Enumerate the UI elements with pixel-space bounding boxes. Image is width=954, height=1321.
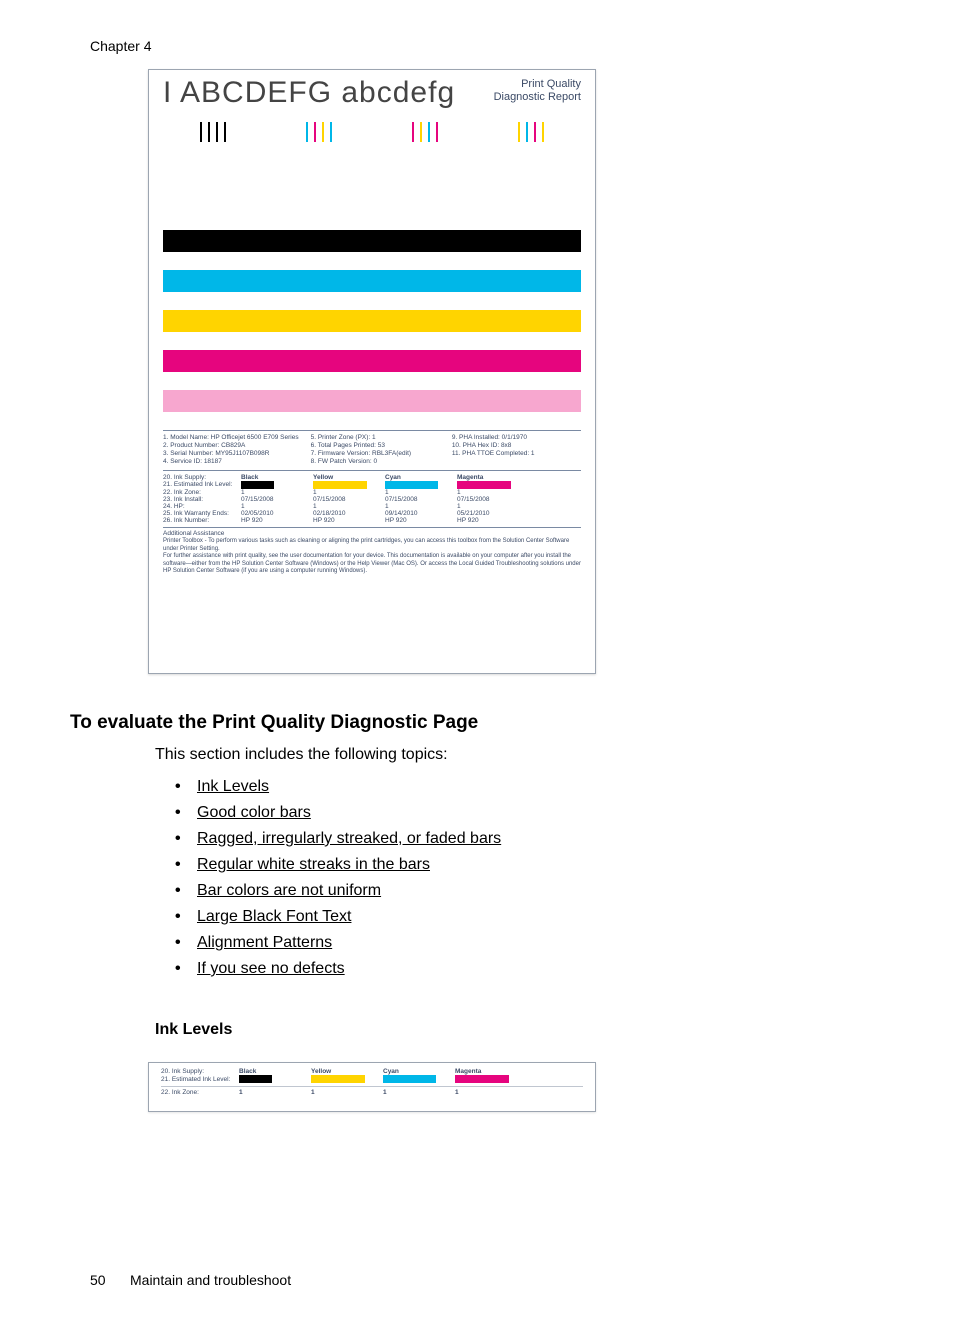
assist-heading: Additional Assistance (163, 530, 581, 538)
printer-info-columns: 1. Model Name: HP Officejet 6500 E709 Se… (163, 430, 581, 466)
bar-cyan (163, 270, 581, 292)
page-number: 50 (90, 1272, 106, 1288)
topic-item: Good color bars (175, 804, 501, 822)
bar-yellow (163, 310, 581, 332)
topic-item: Large Black Font Text (175, 908, 501, 926)
ink-detail-value: HP 920 (457, 517, 529, 524)
additional-assistance: Additional Assistance Printer Toolbox - … (163, 527, 581, 576)
assist-line-1: Printer Toolbox - To perform various tas… (163, 538, 581, 553)
topic-item: Ink Levels (175, 778, 501, 796)
ink-detail-value: 07/15/2008 (313, 496, 385, 503)
diag-large-font-text: I ABCDEFG abcdefg (163, 76, 455, 110)
strip-est-label: 21. Estimated Ink Level: (161, 1076, 239, 1083)
ink-detail-value: HP 920 (385, 517, 457, 524)
strip-supply-label: 20. Ink Supply: (161, 1068, 239, 1075)
info-col-left: 1. Model Name: HP Officejet 6500 E709 Se… (163, 434, 299, 466)
ink-supply-table: 20. Ink Supply: Black Yellow Cyan Magent… (163, 470, 581, 524)
topic-item: Regular white streaks in the bars (175, 856, 501, 874)
topic-link[interactable]: If you see no defects (197, 960, 345, 977)
topic-list: Ink Levels Good color bars Ragged, irregul… (175, 778, 501, 986)
ink-bar-cyan (385, 481, 438, 489)
topic-item: Alignment Patterns (175, 934, 501, 952)
ink-detail-row: 23. Ink Install:07/15/200807/15/200807/1… (163, 496, 581, 503)
diag-subtitle-2: Diagnostic Report (494, 91, 581, 103)
ink-detail-value: 02/05/2010 (241, 510, 313, 517)
section-intro: This section includes the following topi… (155, 746, 448, 764)
ink-detail-row: 26. Ink Number:HP 920HP 920HP 920HP 920 (163, 517, 581, 524)
ink-detail-row: 25. Ink Warranty Ends:02/05/201002/18/20… (163, 510, 581, 517)
strip-bar-black (239, 1075, 272, 1083)
nozzle-block-cmy-3 (481, 116, 581, 212)
topic-link[interactable]: Good color bars (197, 804, 311, 821)
est-level-label: 21. Estimated Ink Level: (163, 481, 241, 489)
ink-detail-rows: 23. Ink Install:07/15/200807/15/200807/1… (163, 496, 581, 524)
topic-item: If you see no defects (175, 960, 501, 978)
nozzle-block-cmy-1 (269, 116, 369, 212)
ink-bar-yellow (313, 481, 367, 489)
ink-detail-value: 05/21/2010 (457, 510, 529, 517)
topic-item: Bar colors are not uniform (175, 882, 501, 900)
info-col-right: 9. PHA Installed: 0/1/1970 10. PHA Hex I… (452, 434, 581, 466)
ink-detail-value: 1 (385, 503, 457, 510)
bar-magenta (163, 350, 581, 372)
ink-detail-label: 26. Ink Number: (163, 517, 241, 524)
ink-detail-label: 24. HP: (163, 503, 241, 510)
ink-col-black: Black (241, 474, 313, 481)
ink-detail-value: 07/15/2008 (241, 496, 313, 503)
ink-col-yellow: Yellow (313, 474, 385, 481)
ink-detail-value: 07/15/2008 (385, 496, 457, 503)
ink-detail-row: 24. HP:1111 (163, 503, 581, 510)
ink-detail-label: 25. Ink Warranty Ends: (163, 510, 241, 517)
ink-detail-value: 1 (241, 503, 313, 510)
ink-supply-label: 20. Ink Supply: (163, 474, 241, 481)
diag-report-title: Print Quality Diagnostic Report (494, 76, 581, 104)
bar-ltpink (163, 390, 581, 412)
nozzle-block-cmy-2 (375, 116, 475, 212)
nozzle-pattern-row (163, 116, 581, 212)
ink-detail-value: HP 920 (313, 517, 385, 524)
strip-bar-cyan (383, 1075, 436, 1083)
ink-detail-label: 23. Ink Install: (163, 496, 241, 503)
info-col-mid: 5. Printer Zone (PX): 1 6. Total Pages P… (311, 434, 440, 466)
strip-bar-magenta (455, 1075, 509, 1083)
ink-levels-strip-figure: 20. Ink Supply: Black Yellow Cyan Magent… (148, 1062, 596, 1112)
topic-link[interactable]: Regular white streaks in the bars (197, 856, 430, 873)
topic-link[interactable]: Large Black Font Text (197, 908, 351, 925)
ink-bar-magenta (457, 481, 511, 489)
topic-item: Ragged, irregularly streaked, or faded b… (175, 830, 501, 848)
nozzle-block-black (163, 116, 263, 212)
ink-detail-value: HP 920 (241, 517, 313, 524)
topic-link[interactable]: Alignment Patterns (197, 934, 332, 951)
ink-bar-black (241, 481, 274, 489)
section-heading: To evaluate the Print Quality Diagnostic… (70, 712, 478, 734)
chapter-label: Chapter 4 (90, 38, 151, 54)
bar-black (163, 230, 581, 252)
ink-col-cyan: Cyan (385, 474, 457, 481)
topic-link[interactable]: Ink Levels (197, 778, 269, 795)
topic-link[interactable]: Ragged, irregularly streaked, or faded b… (197, 830, 501, 847)
strip-zone-label: 22. Ink Zone: (161, 1089, 239, 1096)
assist-line-2: For further assistance with print qualit… (163, 553, 581, 576)
ink-detail-value: 02/18/2010 (313, 510, 385, 517)
footer-text: Maintain and troubleshoot (130, 1272, 291, 1288)
ink-detail-value: 09/14/2010 (385, 510, 457, 517)
strip-bar-yellow (311, 1075, 365, 1083)
ink-col-magenta: Magenta (457, 474, 529, 481)
ink-detail-value: 07/15/2008 (457, 496, 529, 503)
ink-detail-value: 1 (457, 503, 529, 510)
topic-link[interactable]: Bar colors are not uniform (197, 882, 381, 899)
sub-heading-ink-levels: Ink Levels (155, 1021, 232, 1039)
diag-subtitle-1: Print Quality (521, 78, 581, 90)
zone-label: 22. Ink Zone: (163, 489, 241, 496)
ink-detail-value: 1 (313, 503, 385, 510)
diagnostic-report-figure: I ABCDEFG abcdefg Print Quality Diagnost… (148, 69, 596, 674)
solid-color-bars (163, 230, 581, 412)
